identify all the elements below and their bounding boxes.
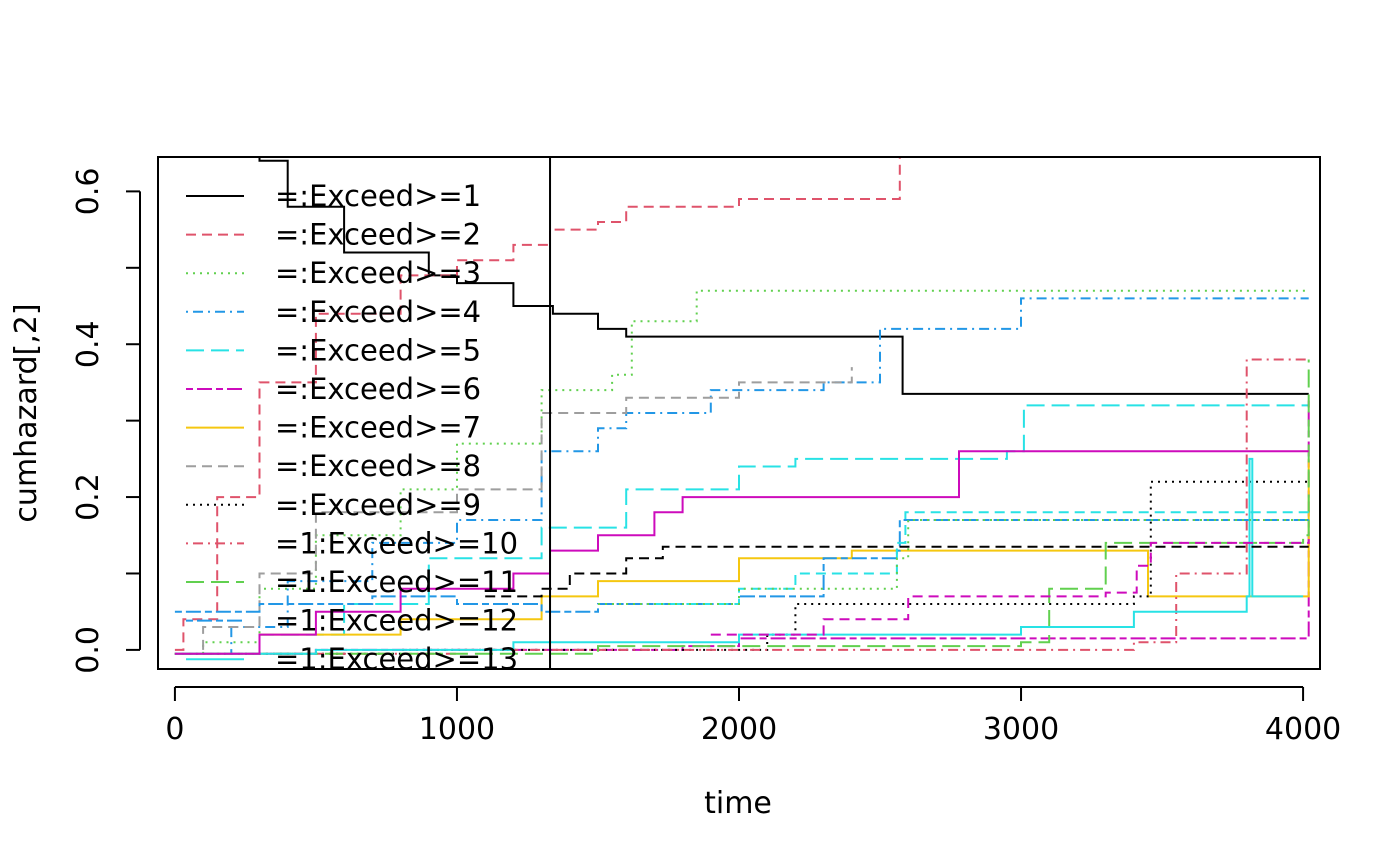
x-tick-label: 2000: [701, 712, 777, 747]
series-line: [598, 519, 1309, 605]
y-tick-label: 0.4: [71, 320, 106, 368]
x-tick-label: 3000: [983, 712, 1059, 747]
series-layer: [174, 157, 1310, 669]
series-line: [654, 511, 1309, 605]
legend-label: =:Exceed>=1: [275, 179, 481, 213]
plot-frame: [157, 156, 1321, 670]
legend-label: =1:Exceed>=12: [275, 604, 518, 638]
series-line: [174, 457, 1304, 655]
legend-label: =:Exceed>=8: [275, 449, 481, 483]
x-tick-label: 0: [165, 712, 184, 747]
legend-label: =1:Exceed>=13: [275, 642, 518, 676]
y-tick-label: 0.0: [71, 626, 106, 674]
x-tick-label: 1000: [419, 712, 495, 747]
series-line: [485, 545, 1309, 598]
series-line: [174, 359, 1310, 655]
x-axis-label: time: [704, 786, 772, 821]
series-line: [258, 157, 1309, 395]
x-tick-label: 4000: [1265, 712, 1341, 747]
series-line: [174, 367, 853, 655]
y-axis-label: cumhazard[,2]: [9, 303, 44, 522]
legend-label: =:Exceed>=4: [275, 295, 481, 329]
legend-label: =:Exceed>=2: [275, 218, 481, 252]
series-line: [174, 358, 1309, 655]
legend-label: =1:Exceed>=11: [275, 565, 518, 599]
series-line: [174, 404, 1309, 655]
series-line: [710, 539, 1310, 636]
axes-layer: 0 1000 2000 3000 4000 0.0 0.2 0.4 0.6: [71, 168, 1341, 747]
legend: =:Exceed>=1 =:Exceed>=2 =:Exceed>=3 =:Excee…: [186, 179, 518, 676]
y-tick-label: 0.2: [71, 473, 106, 521]
series-line: [174, 289, 1309, 655]
series-line: [174, 297, 1309, 655]
legend-label: =:Exceed>=5: [275, 333, 481, 367]
legend-label: =:Exceed>=3: [275, 256, 481, 290]
legend-label: =1:Exceed>=10: [275, 526, 518, 560]
legend-label: =:Exceed>=7: [275, 411, 481, 445]
y-tick-label: 0.6: [71, 168, 106, 216]
legend-label: =:Exceed>=9: [275, 488, 481, 522]
legend-label: =:Exceed>=6: [275, 372, 481, 406]
